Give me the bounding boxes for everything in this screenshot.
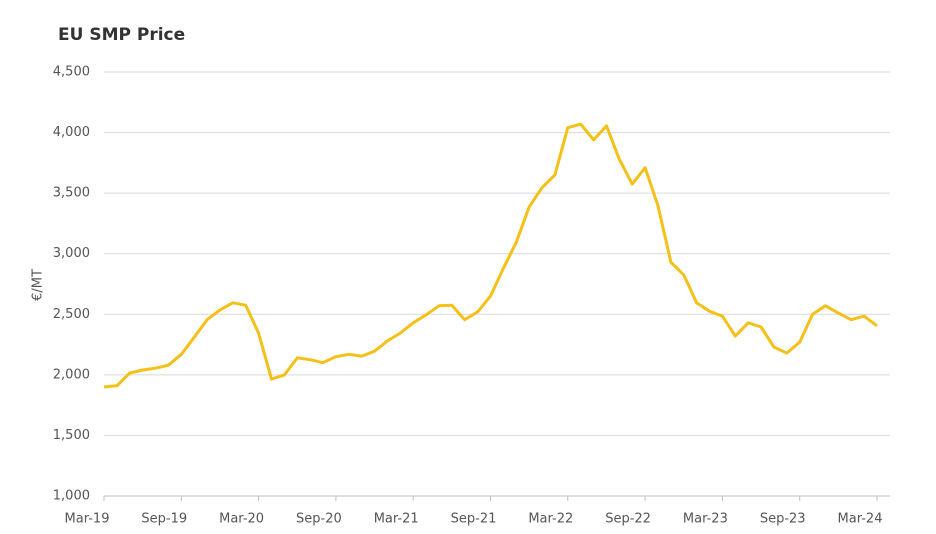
x-tick-label: Mar-23 (683, 512, 728, 527)
y-tick-label: 3,000 (53, 246, 90, 261)
y-tick-label: 2,500 (53, 307, 90, 322)
chart-title: EU SMP Price (58, 25, 185, 45)
y-tick-label: 3,500 (53, 186, 90, 201)
y-axis-label: €/MT (31, 269, 46, 301)
x-tick-label: Sep-23 (760, 512, 806, 527)
y-tick-label: 4,000 (53, 125, 90, 140)
x-tick-label: Sep-19 (141, 512, 187, 527)
x-tick-label: Mar-21 (374, 512, 419, 527)
x-tick-label: Mar-22 (528, 512, 573, 527)
x-tick-label: Sep-20 (296, 512, 342, 527)
x-tick-label: Sep-22 (605, 512, 651, 527)
x-tick-label: Mar-20 (219, 512, 264, 527)
x-tick-label: Mar-24 (838, 512, 883, 527)
x-tick-label: Sep-21 (451, 512, 497, 527)
data-line (103, 122, 878, 389)
x-tick-label: Mar-19 (65, 512, 110, 527)
y-tick-label: 2,000 (53, 367, 90, 382)
y-tick-label: 1,000 (53, 489, 90, 504)
y-tick-label: 1,500 (53, 428, 90, 443)
y-tick-label: 4,500 (53, 65, 90, 80)
